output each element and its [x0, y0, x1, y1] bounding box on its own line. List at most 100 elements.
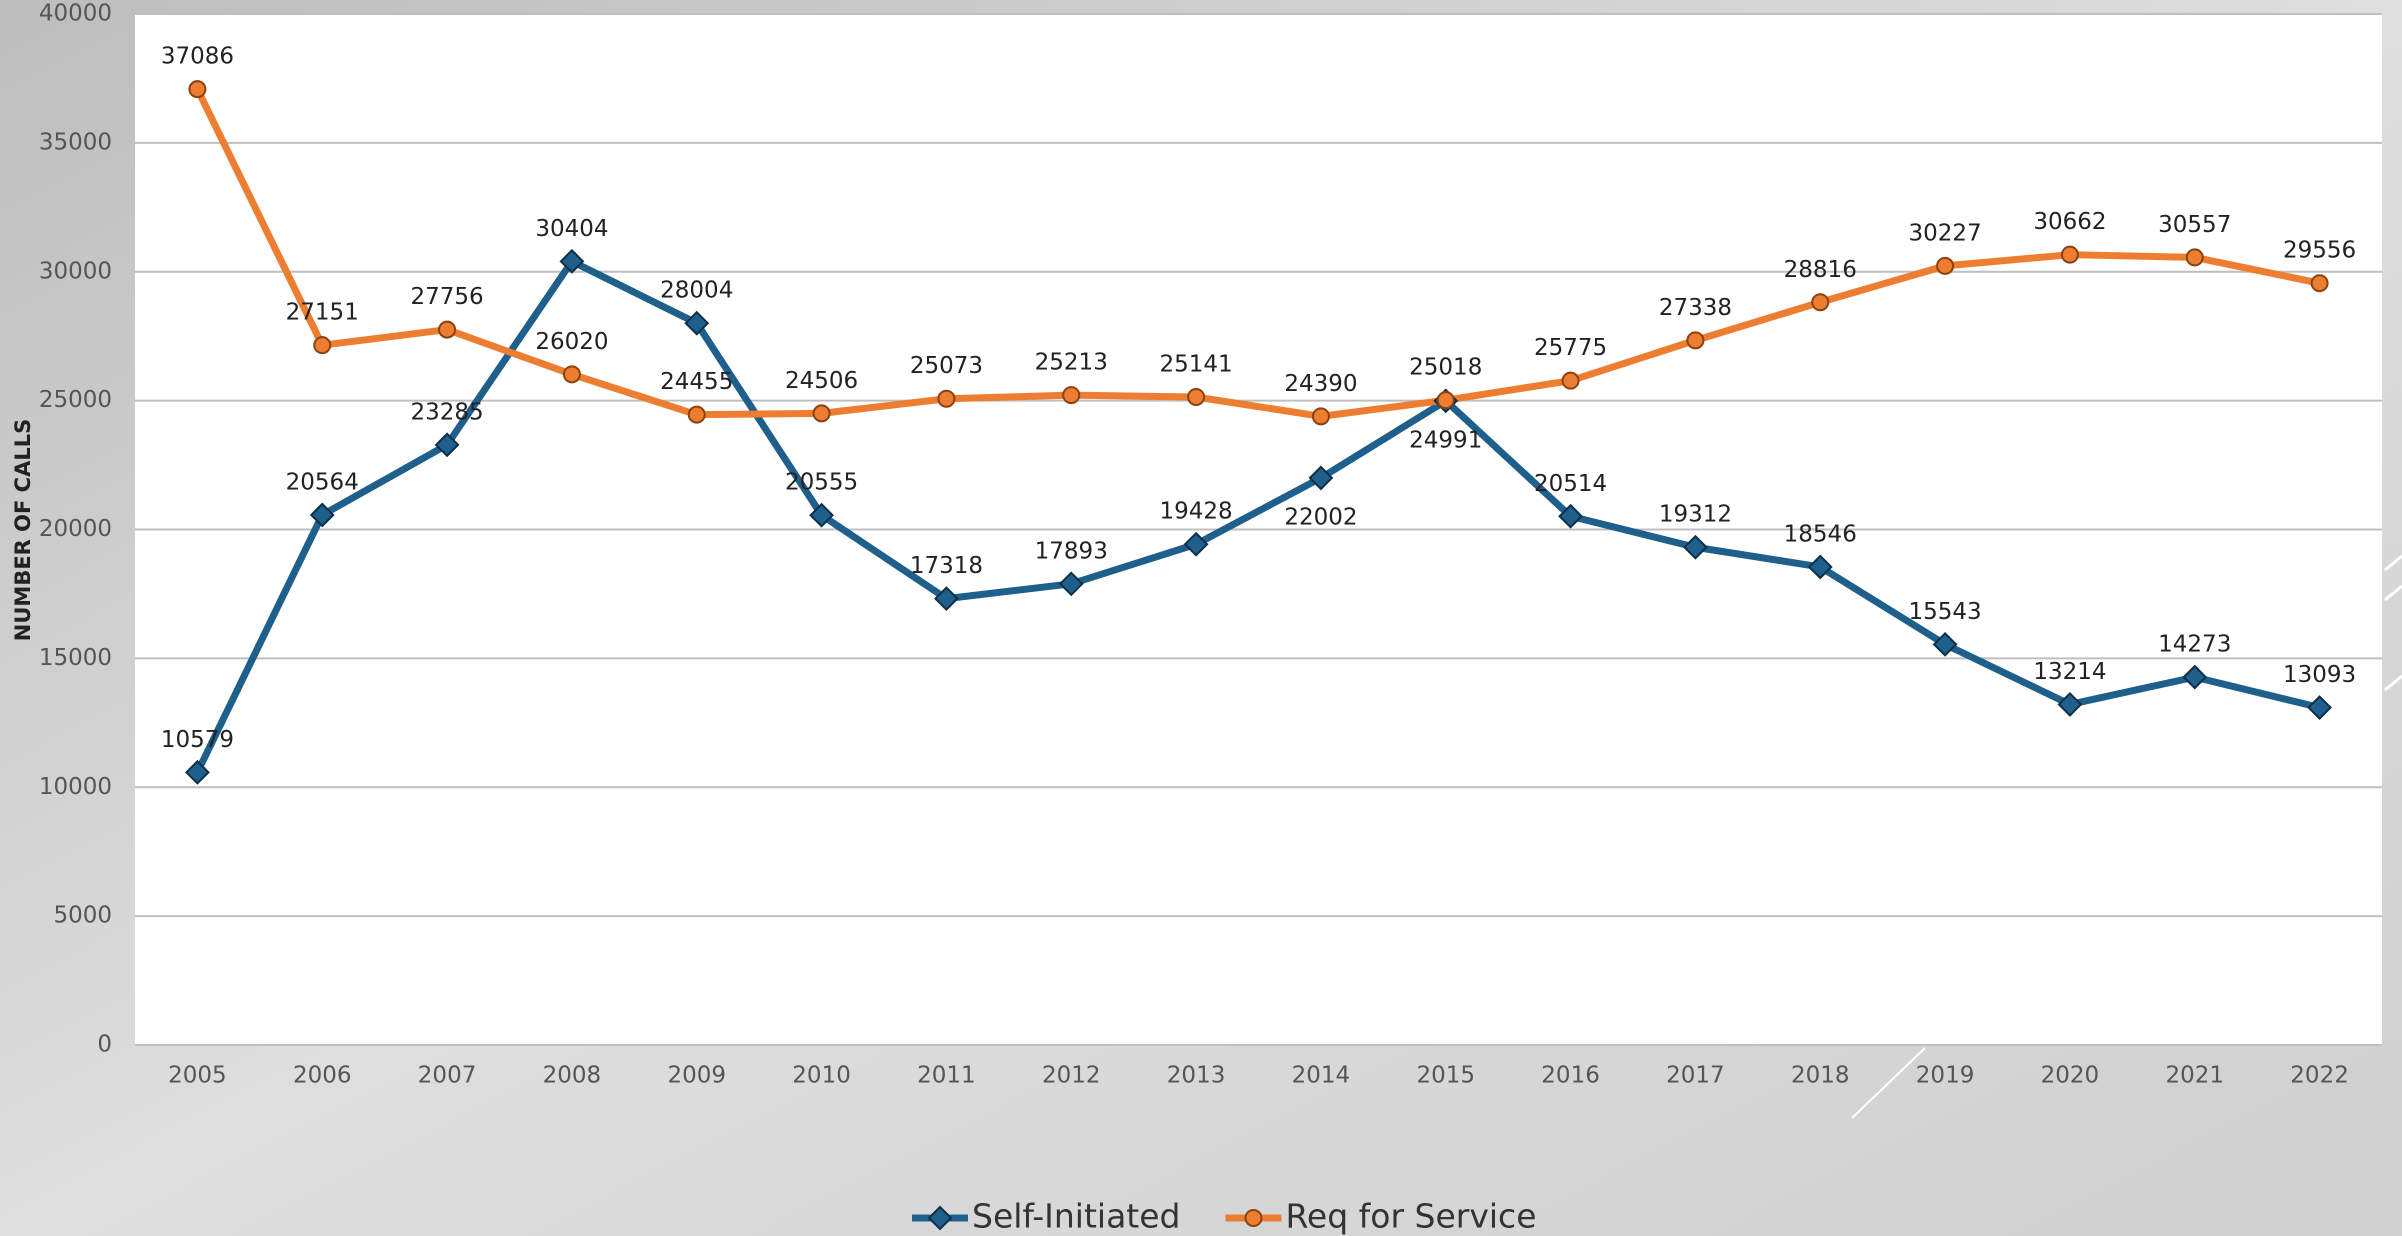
point-marker [1436, 391, 1455, 410]
legend-label: Req for Service [1285, 1197, 1536, 1236]
point-marker [559, 248, 585, 274]
point-marker [2310, 274, 2329, 293]
y-tick-label: 5000 [53, 903, 112, 929]
x-tick-label: 2015 [1416, 1063, 1475, 1089]
point-marker [1308, 465, 1334, 491]
data-label: 30227 [1908, 220, 1981, 246]
data-label: 26020 [535, 329, 608, 355]
point-marker [2060, 245, 2079, 264]
point-marker [188, 80, 207, 99]
series-lines [185, 80, 2332, 785]
data-label: 25141 [1159, 351, 1232, 377]
point-marker [687, 405, 706, 424]
x-tick-label: 2007 [418, 1063, 477, 1089]
x-tick-label: 2016 [1541, 1063, 1600, 1089]
y-tick-label: 25000 [39, 387, 112, 413]
data-label: 30404 [535, 216, 608, 242]
data-label: 19312 [1659, 502, 1732, 528]
y-tick-label: 0 [97, 1032, 112, 1058]
point-marker [438, 320, 457, 339]
decoration [2384, 554, 2402, 572]
data-label: 30557 [2158, 212, 2231, 238]
x-tick-label: 2013 [1167, 1063, 1226, 1089]
point-marker [313, 336, 332, 355]
point-marker [1811, 293, 1830, 312]
data-label: 24455 [660, 369, 733, 395]
labels: 0 5000 10000 15000 20000 25000 30000 35000 40000… [39, 1, 2356, 1089]
point-marker [1936, 256, 1955, 275]
y-tick-label: 30000 [39, 258, 112, 284]
y-tick-label: 10000 [39, 774, 112, 800]
data-label: 10579 [161, 727, 234, 753]
point-marker [927, 1205, 953, 1231]
point-marker [1183, 531, 1209, 557]
point-marker [2185, 248, 2204, 267]
data-label: 20555 [785, 470, 858, 496]
data-label: 20564 [286, 469, 359, 495]
data-label: 22002 [1284, 504, 1357, 530]
data-label: 27338 [1659, 295, 1732, 321]
data-label: 17318 [910, 553, 983, 579]
point-marker [684, 310, 710, 336]
data-label: 24506 [785, 368, 858, 394]
x-tick-label: 2010 [792, 1063, 851, 1089]
point-marker [1311, 407, 1330, 426]
decoration [2384, 674, 2402, 692]
data-label: 27151 [286, 300, 359, 326]
data-label: 25213 [1035, 350, 1108, 376]
series-line [194, 87, 2321, 420]
data-label: 13093 [2283, 662, 2356, 688]
decoration [1851, 1047, 1926, 1119]
point-marker [937, 389, 956, 408]
data-label: 24991 [1409, 427, 1482, 453]
point-marker [1187, 387, 1206, 406]
y-tick-label: 35000 [39, 129, 112, 155]
grid [135, 13, 2382, 1046]
y-tick-label: 20000 [39, 516, 112, 542]
data-label: 28004 [660, 278, 733, 304]
data-label: 28816 [1784, 257, 1857, 283]
data-label: 17893 [1035, 538, 1108, 564]
x-tick-label: 2008 [543, 1063, 602, 1089]
point-marker [1062, 386, 1081, 405]
x-tick-label: 2012 [1042, 1063, 1101, 1089]
y-tick-label: 15000 [39, 645, 112, 671]
point-marker [1561, 371, 1580, 390]
point-marker [1244, 1209, 1263, 1227]
x-tick-label: 2020 [2041, 1063, 2100, 1089]
data-label: 25073 [910, 353, 983, 379]
data-label: 27756 [410, 284, 483, 310]
x-tick-label: 2019 [1916, 1063, 1975, 1089]
x-tick-label: 2011 [917, 1063, 976, 1089]
data-label: 15543 [1908, 599, 1981, 625]
point-marker [1558, 503, 1583, 529]
data-label: 19428 [1159, 499, 1232, 525]
decoration [2384, 584, 2402, 602]
y-tick-label: 40000 [39, 1, 112, 27]
point-marker [809, 502, 834, 528]
data-label: 25018 [1409, 355, 1482, 381]
x-tick-label: 2014 [1292, 1063, 1351, 1089]
data-label: 14273 [2158, 632, 2231, 658]
point-marker [2307, 695, 2332, 720]
legend: Self-Initiated Req for Service [912, 1197, 1537, 1236]
data-label: 18546 [1784, 521, 1857, 547]
data-label: 23285 [410, 399, 483, 425]
point-marker [2182, 664, 2208, 690]
data-label: 24390 [1284, 371, 1357, 397]
series-line [194, 257, 2321, 774]
data-label: 29556 [2283, 238, 2356, 264]
x-tick-label: 2018 [1791, 1063, 1850, 1089]
point-marker [812, 404, 831, 423]
data-label: 20514 [1534, 471, 1607, 497]
x-tick-label: 2009 [667, 1063, 726, 1089]
legend-label: Self-Initiated [972, 1197, 1180, 1236]
point-marker [185, 759, 210, 785]
point-marker [1807, 554, 1833, 580]
point-marker [562, 365, 581, 384]
point-marker [2057, 691, 2083, 717]
x-tick-label: 2005 [168, 1063, 227, 1089]
x-tick-label: 2021 [2165, 1063, 2224, 1089]
point-marker [434, 432, 460, 458]
